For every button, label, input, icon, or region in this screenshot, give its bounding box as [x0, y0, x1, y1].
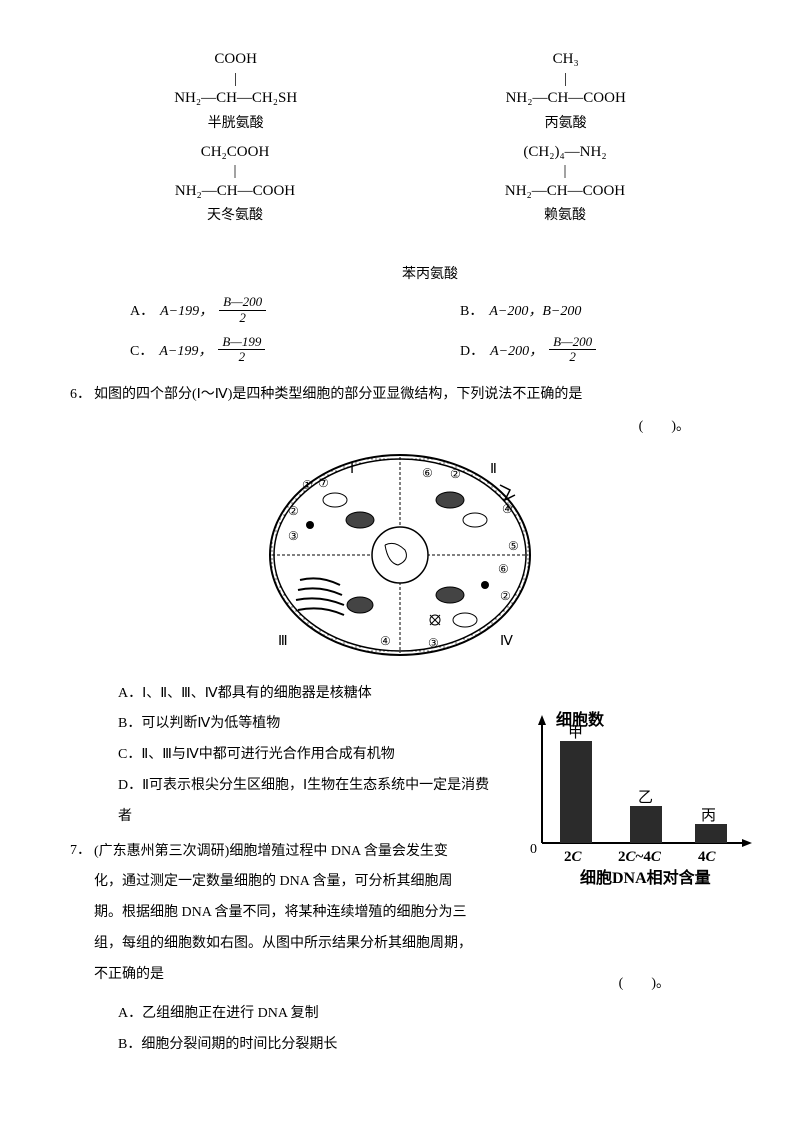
- circled-label: ⑥: [498, 562, 509, 576]
- quadrant-label-iii: Ⅲ: [278, 634, 288, 649]
- formula-bottom: NH₂—CH—COOH: [175, 182, 295, 202]
- circled-label: ②: [450, 467, 461, 481]
- circled-label: ④: [502, 502, 513, 516]
- q7-options: A．乙组细胞正在进行 DNA 复制 B．细胞分裂间期的时间比分裂期长: [118, 999, 730, 1061]
- frac-bot: 2: [235, 311, 250, 325]
- q6-paren: ( )。: [70, 415, 730, 435]
- circled-label: ③: [428, 636, 439, 650]
- organelle-icon: [463, 513, 487, 527]
- x-tick-label: 2C: [564, 849, 583, 865]
- circled-label: ②: [288, 504, 299, 518]
- formula-top: CH₃: [506, 50, 626, 70]
- q5-options: A． A−199， B—200 2 B． A−200，B−200 C． A−19…: [130, 295, 730, 364]
- amino-acid-row-2: CH₂COOH | NH₂—CH—COOH 天冬氨酸 (CH₂)₄—NH₂ | …: [70, 143, 730, 226]
- circled-label: ③: [288, 529, 299, 543]
- bar-label: 乙: [638, 790, 653, 806]
- option-lead: B．: [460, 300, 483, 320]
- organelle-icon: [346, 512, 374, 528]
- option-text: A−199，: [159, 340, 212, 360]
- amino-acid-label: 赖氨酸: [505, 207, 625, 225]
- x-tick-label: 2C~4C: [618, 849, 662, 865]
- fraction: B—200 2: [219, 295, 266, 325]
- option-lead: A．: [130, 300, 154, 320]
- option-b: B． A−200，B−200: [460, 295, 730, 325]
- q7-container: 细胞数 0 甲 乙 丙 2C 2C~4C 4C 细胞DNA相对含量 D．Ⅱ可表示…: [70, 771, 730, 991]
- option-a: A． A−199， B—200 2: [130, 295, 400, 325]
- option-text: A−199，: [160, 300, 213, 320]
- amino-acid-phenylalanine-label: 苯丙氨酸: [130, 263, 730, 283]
- amino-acid-label: 天冬氨酸: [175, 207, 295, 225]
- arrow-icon: [538, 715, 546, 725]
- option-d: D． A−200， B—200 2: [460, 335, 730, 365]
- option-text: A−200，: [490, 340, 543, 360]
- bar-bing: [695, 824, 727, 843]
- q7-body: 细胞增殖过程中 DNA 含量会发生变化，通过测定一定数量细胞的 DNA 含量，可…: [94, 844, 472, 982]
- circled-label: ⑦: [318, 476, 329, 490]
- organelle-icon: [436, 492, 464, 508]
- circled-label: ⑥: [422, 466, 433, 480]
- organelle-icon: [436, 587, 464, 603]
- option-d: D．Ⅱ可表示根尖分生区细胞，Ⅰ生物在生态系统中一定是消费者: [118, 771, 498, 833]
- cell-diagram: Ⅰ Ⅱ Ⅲ Ⅳ ① ② ③ ⑦ ⑥ ② ④ ⑤ ④ ⑥ ② ③: [250, 445, 550, 665]
- x-tick-label: 4C: [698, 849, 717, 865]
- option-c: C． A−199， B—199 2: [130, 335, 400, 365]
- formula-top: COOH: [174, 50, 297, 70]
- option-text: A−200，B−200: [489, 300, 581, 320]
- organelle-icon: [453, 613, 477, 627]
- bar-label: 丙: [701, 808, 716, 824]
- formula-bond: |: [174, 70, 297, 90]
- origin-label: 0: [530, 842, 537, 857]
- circled-label: ⑤: [508, 539, 519, 553]
- frac-bot: 2: [565, 350, 580, 364]
- formula-bottom: NH₂—CH—COOH: [505, 182, 625, 202]
- circled-label: ①: [302, 478, 313, 492]
- formula-bond: |: [505, 162, 625, 182]
- organelle-icon: [323, 493, 347, 507]
- amino-acid-row-1: COOH | NH₂—CH—CH₂SH 半胱氨酸 CH₃ | NH₂—CH—CO…: [70, 50, 730, 133]
- amino-acid-cysteine: COOH | NH₂—CH—CH₂SH 半胱氨酸: [174, 50, 297, 133]
- bar-label: 甲: [568, 725, 583, 741]
- q6-stem: 6．如图的四个部分(Ⅰ～Ⅳ)是四种类型细胞的部分亚显微结构，下列说法不正确的是: [70, 381, 730, 409]
- formula-top: (CH₂)₄—NH₂: [505, 143, 625, 163]
- option-lead: C．: [130, 340, 153, 360]
- frac-top: B—200: [549, 335, 596, 350]
- quadrant-label-ii: Ⅱ: [490, 462, 497, 477]
- amino-acid-label: 半胱氨酸: [174, 115, 297, 133]
- q7-source: (广东惠州第三次调研): [94, 844, 229, 859]
- formula-top: CH₂COOH: [175, 143, 295, 163]
- option-lead: D．: [460, 340, 484, 360]
- amino-acid-alanine: CH₃ | NH₂—CH—COOH 丙氨酸: [506, 50, 626, 133]
- quadrant-label-i: Ⅰ: [350, 462, 354, 477]
- quadrant-label-iv: Ⅳ: [500, 634, 513, 649]
- option-b: B．细胞分裂间期的时间比分裂期长: [118, 1030, 730, 1061]
- fraction: B—200 2: [549, 335, 596, 365]
- circled-label: ②: [500, 589, 511, 603]
- formula-bottom: NH₂—CH—CH₂SH: [174, 89, 297, 109]
- x-axis-title: 细胞DNA相对含量: [580, 868, 711, 887]
- frac-bot: 2: [235, 350, 250, 364]
- amino-acid-label: 丙氨酸: [506, 115, 626, 133]
- formula-bond: |: [175, 162, 295, 182]
- bar-yi: [630, 806, 662, 843]
- amino-acid-aspartic: CH₂COOH | NH₂—CH—COOH 天冬氨酸: [175, 143, 295, 226]
- arrow-icon: [742, 839, 752, 847]
- frac-top: B—199: [218, 335, 265, 350]
- bar-chart: 细胞数 0 甲 乙 丙 2C 2C~4C 4C 细胞DNA相对含量: [500, 711, 760, 891]
- formula-bottom: NH₂—CH—COOH: [506, 89, 626, 109]
- option-a: A．Ⅰ、Ⅱ、Ⅲ、Ⅳ都具有的细胞器是核糖体: [118, 679, 730, 710]
- frac-top: B—200: [219, 295, 266, 310]
- option-a: A．乙组细胞正在进行 DNA 复制: [118, 999, 730, 1030]
- question-text: 如图的四个部分(Ⅰ～Ⅳ)是四种类型细胞的部分亚显微结构，下列说法不正确的是: [94, 387, 582, 402]
- circled-label: ④: [380, 634, 391, 648]
- organelle-icon: [347, 597, 373, 613]
- amino-acid-lysine: (CH₂)₄—NH₂ | NH₂—CH—COOH 赖氨酸: [505, 143, 625, 226]
- question-number: 7．: [70, 837, 94, 865]
- question-text: (广东惠州第三次调研)细胞增殖过程中 DNA 含量会发生变化，通过测定一定数量细…: [94, 837, 474, 991]
- bar-jia: [560, 741, 592, 843]
- organelle-icon: [306, 521, 314, 529]
- organelle-icon: [481, 581, 489, 589]
- formula-bond: |: [506, 70, 626, 90]
- fraction: B—199 2: [218, 335, 265, 365]
- question-number: 6．: [70, 381, 94, 409]
